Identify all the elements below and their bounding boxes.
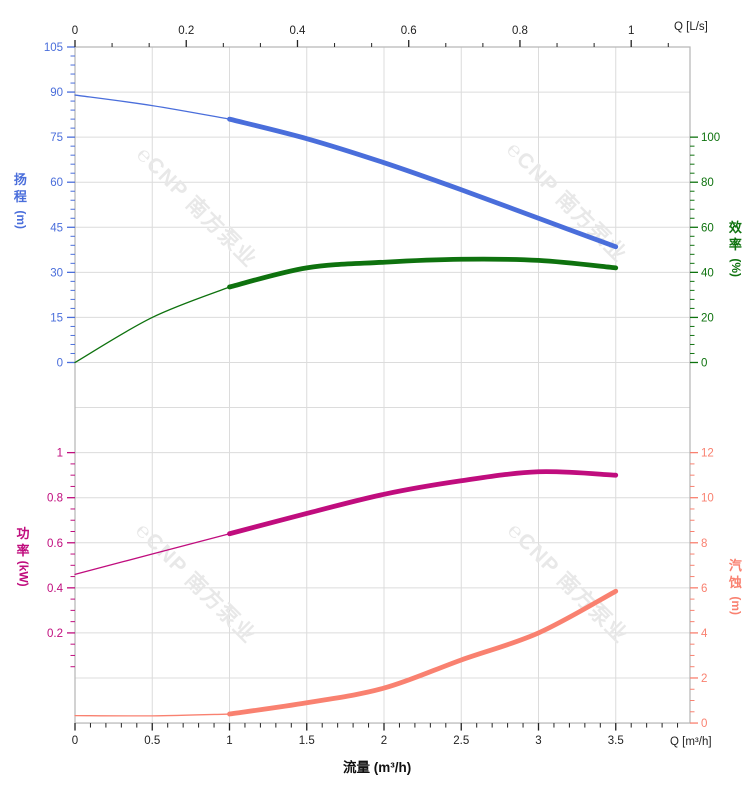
svg-text:1.5: 1.5 (299, 735, 315, 747)
top-axis-unit-label: Q [L/s] (674, 21, 708, 33)
svg-text:2: 2 (381, 735, 387, 747)
head-axis-unit: (m) (14, 210, 29, 230)
svg-text:90: 90 (50, 87, 63, 99)
svg-text:0: 0 (72, 25, 78, 37)
curve-efficiency (74, 256, 619, 364)
npsh-axis-title-text: 汽蚀 (728, 558, 742, 590)
power-axis-title-text: 功率 (16, 526, 30, 558)
svg-text:0.4: 0.4 (289, 25, 306, 37)
svg-text:0: 0 (57, 357, 63, 369)
svg-text:1: 1 (628, 25, 634, 37)
svg-text:0.5: 0.5 (144, 735, 160, 747)
efficiency-axis-title-text: 效率 (728, 220, 742, 252)
svg-text:0.8: 0.8 (47, 493, 63, 505)
svg-text:0: 0 (701, 357, 707, 369)
curve-npsh (74, 588, 619, 717)
svg-text:60: 60 (701, 222, 714, 234)
svg-text:1: 1 (57, 448, 63, 460)
curve-power (74, 469, 619, 575)
svg-text:40: 40 (701, 267, 714, 279)
svg-text:2.5: 2.5 (453, 735, 469, 747)
svg-text:0.4: 0.4 (47, 583, 64, 595)
bottom-axis-unit-label: Q [m³/h] (670, 736, 712, 748)
svg-text:2: 2 (701, 673, 707, 685)
flow-axis-title: 流量 (m³/h) (343, 760, 412, 775)
svg-text:3.5: 3.5 (608, 735, 624, 747)
svg-text:1: 1 (226, 735, 232, 747)
svg-text:0: 0 (72, 735, 78, 747)
svg-text:8: 8 (701, 538, 707, 550)
head-axis-title-text: 扬程 (13, 172, 27, 204)
curve-head (74, 94, 619, 250)
svg-text:6: 6 (701, 583, 707, 595)
head-axis-title: 扬程 (m) (11, 172, 30, 230)
svg-text:20: 20 (701, 312, 714, 324)
svg-text:℮CNP 南方泵业: ℮CNP 南方泵业 (132, 142, 262, 272)
svg-text:75: 75 (50, 132, 63, 144)
efficiency-axis-unit: (%) (729, 258, 744, 278)
svg-text:12: 12 (701, 448, 714, 460)
svg-text:10: 10 (701, 493, 714, 505)
svg-text:45: 45 (50, 222, 63, 234)
svg-text:0.2: 0.2 (47, 628, 63, 640)
svg-text:0.6: 0.6 (47, 538, 63, 550)
svg-text:105: 105 (44, 42, 63, 54)
power-axis-title: 功率 (kW) (10, 526, 36, 587)
svg-text:℮CNP 南方泵业: ℮CNP 南方泵业 (503, 518, 633, 648)
svg-text:4: 4 (701, 628, 708, 640)
svg-text:0: 0 (701, 718, 707, 730)
svg-text:0.2: 0.2 (178, 25, 194, 37)
power-axis-unit: (kW) (16, 560, 31, 587)
svg-text:60: 60 (50, 177, 63, 189)
svg-text:30: 30 (50, 267, 63, 279)
svg-text:80: 80 (701, 177, 714, 189)
svg-text:100: 100 (701, 132, 720, 144)
npsh-axis-title: 汽蚀 (m) (726, 558, 745, 616)
svg-text:3: 3 (535, 735, 541, 747)
svg-text:℮CNP 南方泵业: ℮CNP 南方泵业 (131, 518, 261, 648)
svg-text:15: 15 (50, 312, 63, 324)
npsh-axis-unit: (m) (729, 596, 744, 616)
svg-text:0.6: 0.6 (401, 25, 417, 37)
efficiency-axis-title: 效率 (%) (726, 220, 745, 278)
svg-text:0.8: 0.8 (512, 25, 528, 37)
